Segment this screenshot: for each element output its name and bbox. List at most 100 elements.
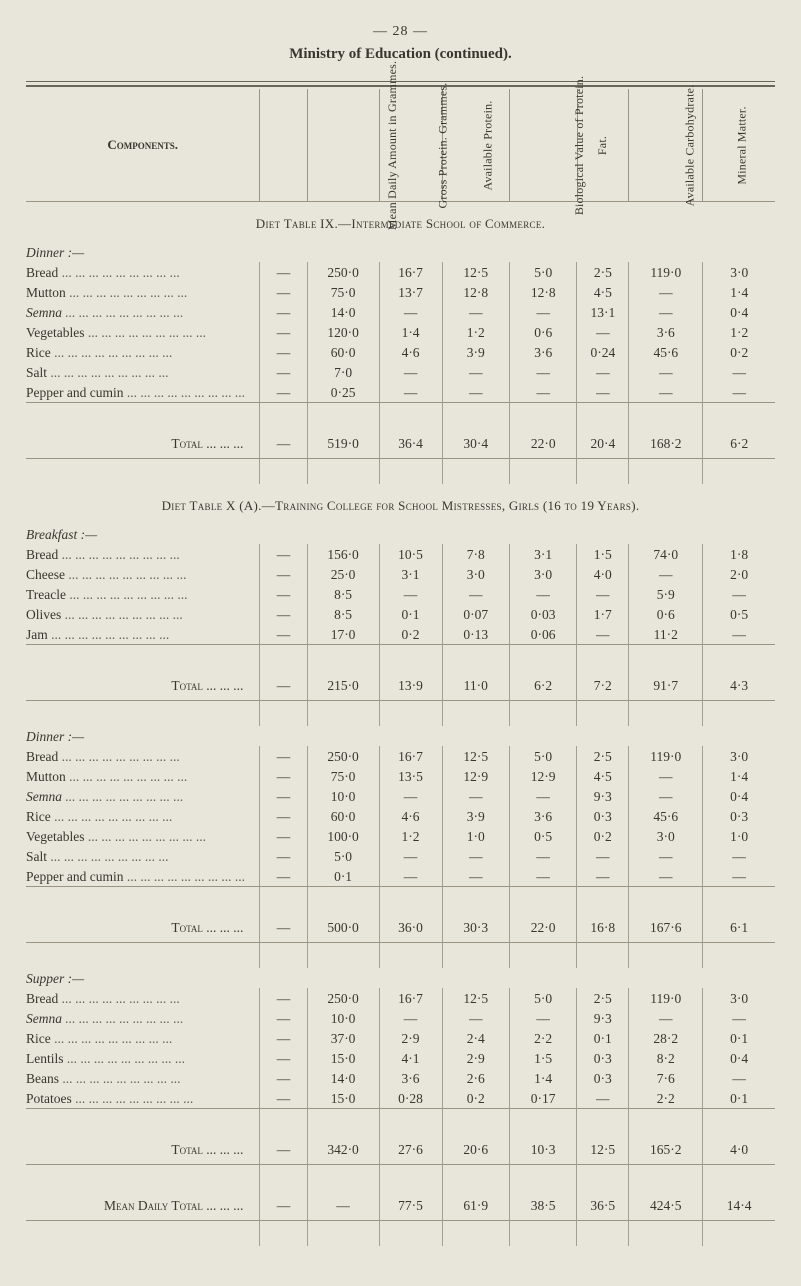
group-heading-row: Supper :— [26,968,775,988]
data-cell: 15·0 [307,1088,379,1109]
data-cell: 0·13 [442,624,509,645]
table-row: Bread —250·016·712·55·02·5119·03·0 [26,988,775,1008]
data-cell: — [260,988,307,1008]
data-cell: 12·9 [509,766,576,786]
data-cell: 0·1 [307,866,379,887]
data-table: Breakfast :—Bread —156·010·57·83·11·574·… [26,524,775,1246]
row-label: Jam [26,624,260,645]
row-label: Bread [26,746,260,766]
table-row: Salt —5·0—————— [26,846,775,866]
data-cell: — [260,428,307,459]
data-cell: — [260,912,307,943]
row-label: Rice [26,806,260,826]
data-cell: 0·6 [629,604,703,624]
group-heading-row: Breakfast :— [26,524,775,544]
data-cell: 3·1 [509,544,576,564]
row-label: Cheese [26,564,260,584]
row-label: Bread [26,262,260,282]
data-cell: 2·0 [703,564,775,584]
rule-row [26,403,775,429]
data-cell: 0·2 [577,826,629,846]
data-cell: 2·2 [629,1088,703,1109]
rule-row [26,701,775,727]
rule-row [26,1109,775,1135]
data-cell: 168·2 [629,428,703,459]
data-cell: 100·0 [307,826,379,846]
data-cell: 6·2 [703,428,775,459]
data-cell: — [577,362,629,382]
data-cell: 10·0 [307,786,379,806]
data-cell: 119·0 [629,262,703,282]
group-heading-row: Dinner :— [26,726,775,746]
data-cell: 37·0 [307,1028,379,1048]
data-cell: — [629,282,703,302]
data-cell: — [577,322,629,342]
data-cell: 5·9 [629,584,703,604]
data-cell: 0·2 [442,1088,509,1109]
data-cell: 14·0 [307,1068,379,1088]
data-cell: — [379,362,442,382]
data-cell: 4·6 [379,806,442,826]
data-cell: 5·0 [509,988,576,1008]
data-cell: 10·0 [307,1008,379,1028]
col-blank [260,89,307,201]
data-cell: 12·9 [442,766,509,786]
data-cell: 0·06 [509,624,576,645]
data-cell: 61·9 [442,1190,509,1221]
data-cell: 3·0 [703,988,775,1008]
data-cell: 11·0 [442,670,509,701]
data-cell: 12·8 [510,282,577,302]
data-cell: — [703,866,775,887]
data-cell: 27·6 [379,1134,442,1165]
row-label: Vegetables [26,826,260,846]
row-label: Beans [26,1068,260,1088]
data-cell: — [510,362,577,382]
data-cell: 7·0 [307,362,379,382]
data-cell: — [629,866,703,887]
data-cell: 14·0 [307,302,379,322]
data-cell: 215·0 [307,670,379,701]
data-cell: — [260,624,307,645]
data-cell: — [703,846,775,866]
total-row: Total ... ... ...—342·027·620·610·312·51… [26,1134,775,1165]
data-cell: 75·0 [307,766,379,786]
data-cell: — [442,302,509,322]
data-cell: 8·5 [307,584,379,604]
table-row: Cheese—25·03·13·03·04·0—2·0 [26,564,775,584]
total-label: Total ... ... ... [26,670,260,701]
table-row: Rice —60·04·63·93·60·345·60·3 [26,806,775,826]
data-cell: 0·2 [379,624,442,645]
data-cell: — [509,1008,576,1028]
data-cell: — [703,382,775,403]
data-cell: 16·8 [577,912,629,943]
rule-row [26,459,775,485]
data-cell: — [577,846,629,866]
data-cell: — [260,584,307,604]
data-cell: 16·7 [379,746,442,766]
row-label: Lentils [26,1048,260,1068]
data-cell: — [379,846,442,866]
data-cell: 16·7 [379,988,442,1008]
data-cell: 13·7 [379,282,442,302]
table-row: Rice —37·02·92·42·20·128·20·1 [26,1028,775,1048]
table-row: Semna—10·0———9·3—0·4 [26,786,775,806]
rule-under-header [26,201,775,202]
data-cell: 28·2 [629,1028,703,1048]
data-cell: 4·1 [379,1048,442,1068]
data-cell: 17·0 [307,624,379,645]
data-cell: — [260,806,307,826]
data-cell: 0·25 [307,382,379,403]
data-cell: 2·4 [442,1028,509,1048]
data-cell: 7·8 [442,544,509,564]
data-cell: — [260,322,307,342]
data-cell: 0·24 [577,342,629,362]
table-row: Pepper and cumin —0·1—————— [26,866,775,887]
data-cell: — [260,1088,307,1109]
data-cell: — [260,1068,307,1088]
total-row: Total ... ... ...—215·013·911·06·27·291·… [26,670,775,701]
data-cell: — [260,826,307,846]
row-label: Salt [26,846,260,866]
data-cell: 165·2 [629,1134,703,1165]
rule-top-double [26,81,775,87]
data-cell: 1·4 [703,766,775,786]
